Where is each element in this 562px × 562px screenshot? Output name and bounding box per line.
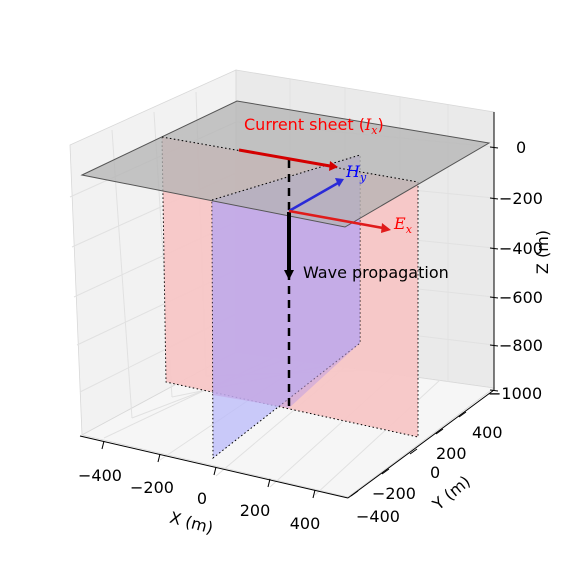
current-sheet-close: ) — [378, 115, 384, 134]
current-arrow — [238, 148, 331, 168]
y-tick-label: −200 — [372, 484, 416, 503]
y-tick-label: 0 — [430, 463, 440, 482]
z-tick-mark — [489, 296, 499, 299]
z-tick-label: 0 — [516, 138, 526, 157]
e-field-arrow — [288, 209, 384, 230]
y-tick-label: 200 — [436, 444, 467, 463]
wave-propagation-label: Wave propagation — [303, 263, 449, 282]
z-axis-title: Z (m) — [533, 230, 552, 274]
e-field-subscript: x — [406, 223, 413, 236]
current-sheet-plane — [80, 100, 491, 228]
current-sheet-subscript: x — [371, 124, 378, 137]
plane-edges — [161, 136, 419, 201]
z-tick-mark — [489, 197, 499, 200]
y-tick-label: 400 — [472, 423, 503, 442]
y-tick-label: −400 — [356, 507, 400, 526]
x-tick-mark — [213, 466, 217, 476]
z-tick-label: −400 — [499, 239, 543, 258]
current-sheet-symbol: I — [364, 115, 372, 134]
z-tick-mark — [489, 146, 499, 149]
z-tick-label: −1000 — [488, 384, 542, 403]
y-tick-mark — [435, 428, 444, 435]
z-tick-mark — [489, 344, 499, 347]
current-sheet-text: Current sheet ( — [244, 115, 365, 134]
y-tick-mark — [350, 490, 359, 497]
x-tick-mark — [267, 478, 271, 488]
x-tick-label: −200 — [130, 478, 174, 497]
y-axis-line — [347, 389, 495, 499]
x-axis-title: X (m) — [168, 508, 216, 538]
z-tick-label: −800 — [499, 336, 543, 355]
x-tick-mark — [312, 489, 316, 499]
z-tick-label: −600 — [499, 288, 543, 307]
y-tick-mark — [381, 468, 390, 475]
h-field-label: Hy — [345, 162, 367, 184]
x-tick-mark — [101, 440, 105, 450]
x-tick-mark — [157, 453, 161, 463]
h-field-subscript: y — [359, 171, 367, 184]
y-tick-mark — [409, 448, 418, 455]
h-field-arrow — [288, 181, 339, 213]
x-tick-label: 200 — [240, 501, 271, 520]
e-field-label: Ex — [393, 214, 413, 236]
z-tick-mark — [489, 247, 499, 250]
wave-arrow-head — [284, 270, 294, 280]
e-field-arrow-head — [381, 223, 391, 233]
x-tick-label: 400 — [290, 514, 321, 533]
x-axis-line — [79, 435, 349, 499]
y-tick-mark — [458, 411, 467, 418]
x-tick-label: −400 — [78, 466, 122, 485]
h-field-arrow-head — [335, 178, 344, 187]
e-field-symbol: E — [393, 214, 406, 233]
current-arrow-head — [329, 161, 338, 171]
z-axis: 0 −200 −400 −600 −800 −1000 Z (m) — [488, 112, 552, 403]
z-tick-label: −200 — [499, 189, 543, 208]
x-tick-label: 0 — [197, 489, 207, 508]
current-sheet-label: Current sheet (Ix) — [244, 115, 384, 137]
h-field-symbol: H — [345, 162, 361, 181]
